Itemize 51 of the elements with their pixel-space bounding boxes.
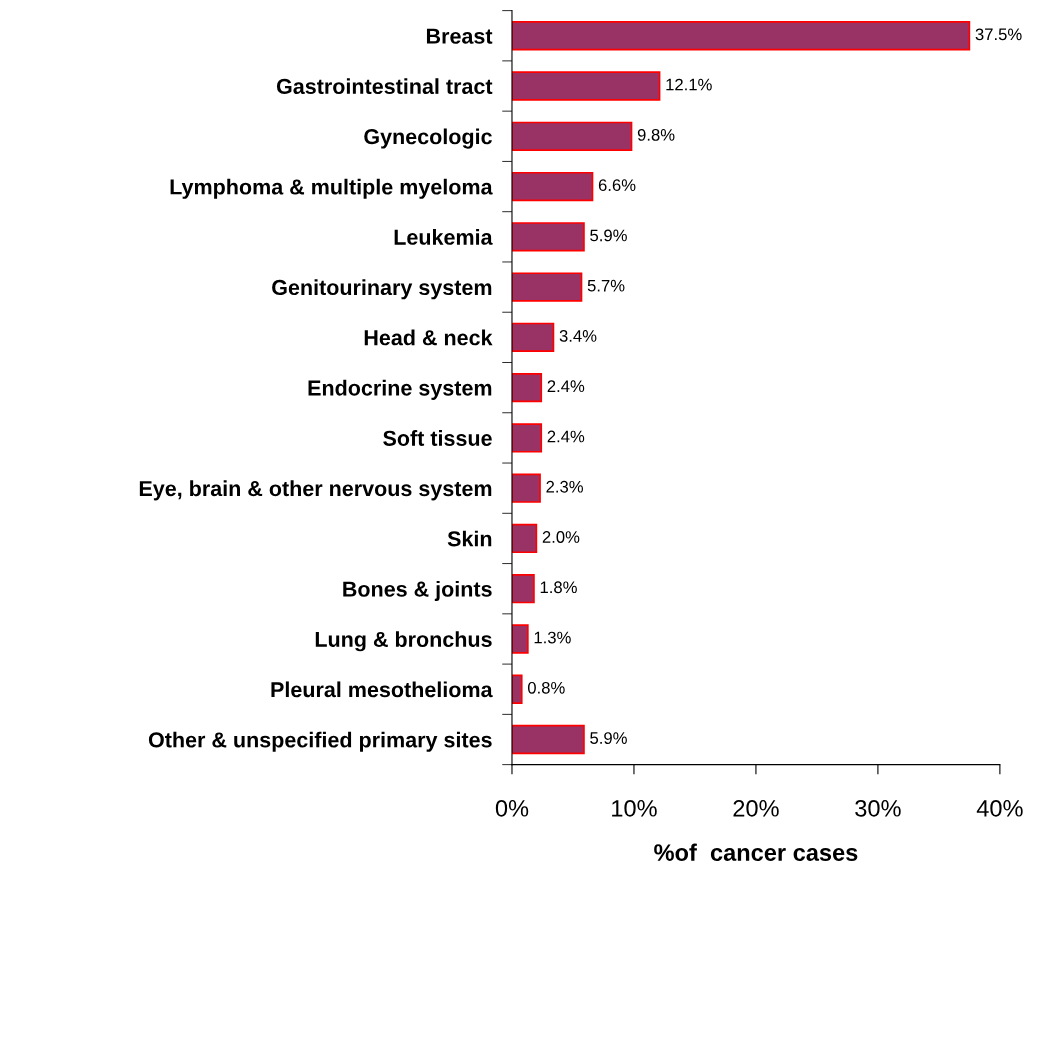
x-tick-label: 40% [976, 799, 1023, 817]
data-label: 1.3% [534, 631, 571, 644]
y-tick-label: Lymphoma & multiple myeloma [170, 178, 493, 199]
y-tick-label: Other & unspecified primary sites [148, 731, 492, 752]
data-label: 3.4% [559, 330, 597, 342]
data-label: 9.8% [637, 128, 675, 141]
y-tick-label: Soft tissue [383, 430, 492, 446]
bar [511, 272, 583, 302]
bar [511, 372, 543, 403]
y-tick-label: Gastrointestinal tract [276, 78, 493, 95]
bar [511, 21, 971, 51]
bar [511, 222, 585, 252]
y-tick-label: Leukemia [394, 229, 493, 245]
data-label: 6.6% [598, 179, 636, 192]
y-tick-label: Pleural mesothelioma [271, 681, 493, 698]
bar [511, 724, 585, 755]
data-label: 5.9% [590, 229, 627, 242]
data-label: 2.0% [542, 531, 580, 543]
bar [511, 322, 555, 353]
y-tick-label: Bones & joints [343, 580, 492, 601]
x-axis-title: %of cancer cases [654, 843, 858, 861]
y-tick-label: Head & neck [364, 329, 493, 346]
data-label: 5.9% [590, 732, 627, 744]
bar [511, 71, 661, 101]
bar [511, 121, 633, 151]
y-tick-label: Genitourinary system [272, 279, 492, 300]
data-label: 37.5% [975, 28, 1022, 41]
bar [511, 423, 543, 453]
y-tick-label: Gynecologic [364, 128, 492, 149]
bar [511, 674, 523, 704]
y-tick-label: Endocrine system [308, 379, 492, 400]
data-label: 2.4% [547, 380, 585, 393]
x-tick-label: 20% [733, 799, 779, 817]
data-label: 2.4% [547, 430, 585, 443]
data-label: 1.8% [540, 581, 577, 594]
y-tick-label: Eye, brain & other nervous system [139, 480, 492, 501]
data-label: 12.1% [666, 78, 712, 91]
y-tick-label: Skin [447, 530, 492, 547]
y-tick-label: Breast [426, 28, 493, 44]
bar [511, 171, 594, 202]
data-label: 2.3% [546, 480, 583, 493]
data-label: 0.8% [527, 681, 565, 694]
bar [511, 523, 538, 554]
data-label: 5.7% [587, 279, 625, 292]
bar [511, 473, 541, 503]
x-tick-label: 30% [855, 799, 901, 817]
x-tick-label: 10% [612, 799, 657, 817]
y-tick-label: Lung & bronchus [315, 631, 492, 652]
x-tick-label: 0% [495, 799, 529, 817]
bar [511, 624, 529, 654]
bar [511, 574, 535, 604]
